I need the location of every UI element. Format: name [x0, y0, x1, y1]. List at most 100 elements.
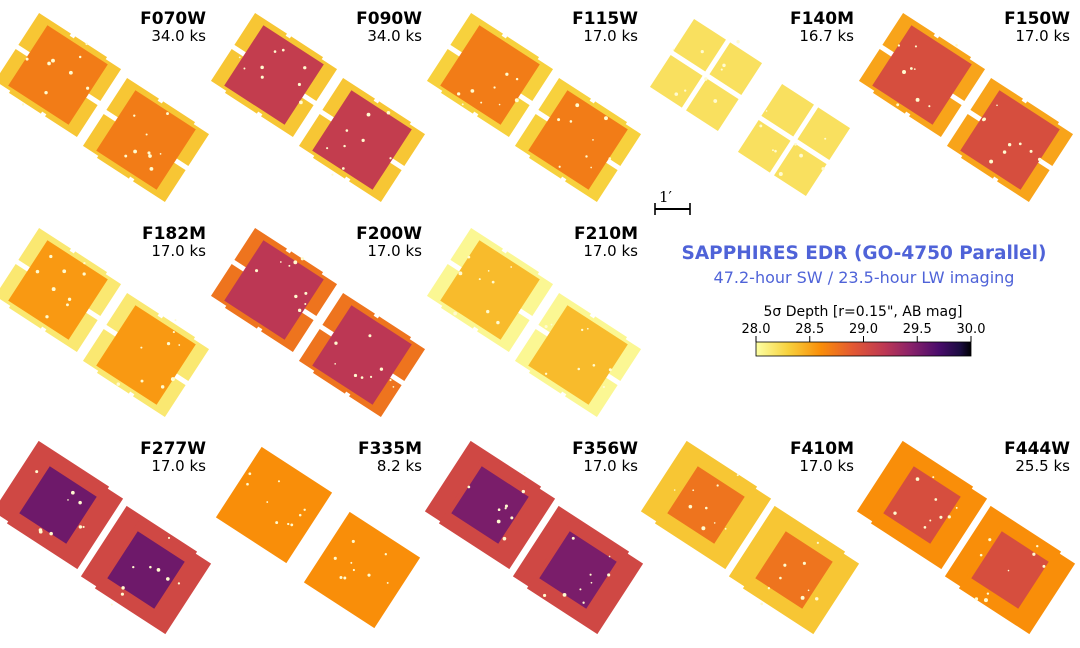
source-marker [1018, 142, 1022, 146]
source-marker [1036, 544, 1039, 548]
source-marker [297, 82, 301, 87]
source-marker [722, 63, 726, 68]
source-marker [816, 541, 819, 544]
filter-name: F115W [572, 9, 638, 29]
source-marker [334, 363, 336, 365]
source-marker [148, 154, 152, 158]
filter-name: F070W [140, 9, 206, 29]
sw-overlap-region [96, 90, 196, 190]
source-marker [720, 68, 723, 71]
source-marker [585, 155, 588, 158]
source-marker [497, 508, 501, 512]
filter-name: F210M [574, 224, 638, 244]
source-marker [51, 287, 56, 292]
source-marker [736, 474, 739, 477]
sw-overlap-region [224, 25, 324, 125]
source-marker [544, 324, 548, 329]
filter-name: F140M [790, 9, 854, 29]
source-marker [983, 598, 988, 603]
source-marker [510, 266, 513, 268]
source-marker [821, 167, 825, 171]
source-marker [590, 166, 592, 169]
source-marker [672, 48, 675, 51]
source-marker [989, 159, 994, 164]
source-marker [713, 522, 716, 524]
source-marker [140, 346, 143, 349]
source-marker [1042, 564, 1046, 568]
source-marker [453, 311, 457, 316]
source-marker [303, 508, 306, 511]
source-marker [502, 536, 507, 541]
source-marker [116, 382, 121, 386]
colorbar-tick-label: 29.0 [849, 322, 878, 337]
source-marker [815, 597, 819, 601]
source-marker [504, 504, 508, 508]
source-marker [331, 173, 334, 176]
sw-overlap-region [960, 90, 1060, 190]
source-marker [290, 523, 294, 527]
source-marker [166, 112, 169, 116]
source-marker [996, 104, 998, 107]
source-marker [360, 376, 364, 379]
source-marker [248, 472, 252, 476]
source-marker [238, 56, 241, 59]
source-marker [704, 506, 708, 510]
lw-overlap-region [451, 466, 529, 544]
source-marker [569, 120, 573, 123]
source-marker [352, 568, 355, 572]
source-marker [571, 536, 575, 540]
source-marker [86, 86, 90, 90]
sw-overlap-region [8, 240, 108, 340]
source-marker [166, 577, 170, 581]
source-marker [704, 77, 708, 81]
exposure-time: 17.0 ks [583, 27, 638, 45]
source-marker [21, 103, 25, 106]
source-marker [673, 489, 676, 491]
source-marker [297, 308, 302, 313]
source-marker [491, 280, 495, 284]
source-marker [700, 50, 704, 54]
sw-overlap-region [224, 240, 324, 340]
source-marker [915, 477, 920, 481]
source-marker [47, 61, 51, 66]
source-marker [893, 511, 897, 515]
source-marker [246, 482, 249, 486]
source-marker [592, 139, 594, 141]
exposure-time: 25.5 ks [1015, 457, 1070, 475]
source-marker [521, 489, 526, 494]
sw-detector [761, 83, 814, 137]
exposure-time: 34.0 ks [151, 27, 206, 45]
source-marker [979, 553, 983, 557]
source-marker [287, 522, 290, 526]
source-marker [294, 294, 298, 299]
source-marker [273, 50, 277, 53]
source-marker [35, 269, 40, 274]
exposure-time: 17.0 ks [151, 242, 206, 260]
source-marker [170, 377, 175, 382]
source-marker [368, 334, 372, 338]
source-marker [67, 499, 69, 501]
source-marker [510, 516, 514, 520]
source-marker [457, 92, 461, 96]
source-marker [304, 291, 308, 295]
source-marker [392, 385, 395, 388]
source-marker [1007, 143, 1012, 147]
source-marker [82, 272, 86, 276]
source-marker [299, 100, 303, 105]
source-marker [824, 137, 827, 140]
exposure-time: 17.0 ks [1015, 27, 1070, 45]
source-marker [51, 58, 55, 63]
source-marker [783, 563, 787, 567]
source-marker [369, 375, 373, 378]
source-marker [166, 342, 171, 346]
colorbar: 5σ Depth [r=0.15", AB mag] 28.0 28.5 29.0 2… [742, 304, 985, 357]
source-marker [915, 97, 920, 102]
source-marker [132, 565, 135, 569]
source-marker [366, 112, 371, 117]
source-marker [586, 327, 589, 330]
lw-overlap-region [755, 531, 833, 609]
